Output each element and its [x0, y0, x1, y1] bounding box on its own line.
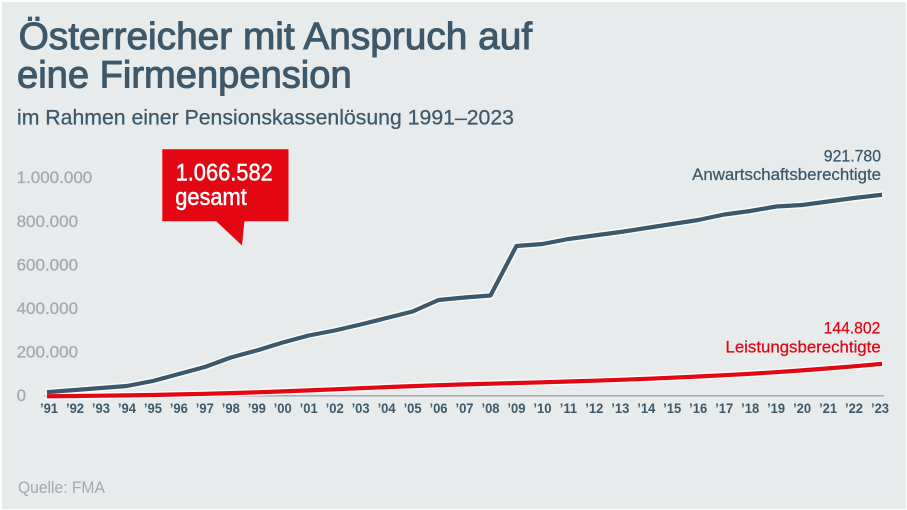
svg-text:’18: ’18: [741, 401, 759, 416]
svg-text:’07: ’07: [455, 401, 473, 416]
svg-text:’05: ’05: [404, 401, 422, 416]
svg-text:’11: ’11: [560, 401, 577, 416]
svg-text:1.066.582: 1.066.582: [176, 158, 273, 185]
svg-text:600.000: 600.000: [17, 255, 78, 274]
svg-text:’91: ’91: [40, 401, 58, 416]
svg-text:’22: ’22: [845, 401, 863, 416]
svg-text:Anwartschaftsberechtigte: Anwartschaftsberechtigte: [692, 165, 881, 184]
svg-text:200.000: 200.000: [17, 342, 78, 361]
svg-text:’14: ’14: [637, 401, 656, 416]
svg-text:’04: ’04: [378, 401, 397, 416]
svg-text:’01: ’01: [300, 401, 318, 416]
svg-text:’98: ’98: [222, 401, 240, 416]
svg-text:gesamt: gesamt: [175, 183, 247, 210]
svg-text:’19: ’19: [767, 401, 785, 416]
svg-text:’99: ’99: [248, 401, 266, 416]
svg-text:400.000: 400.000: [17, 299, 78, 318]
svg-text:’16: ’16: [689, 401, 707, 416]
svg-text:’97: ’97: [196, 401, 214, 416]
svg-text:921.780: 921.780: [824, 147, 881, 165]
svg-text:’08: ’08: [481, 401, 499, 416]
svg-text:’00: ’00: [274, 401, 292, 416]
svg-text:’94: ’94: [118, 401, 137, 416]
svg-text:’95: ’95: [144, 401, 162, 416]
svg-text:’13: ’13: [611, 401, 629, 416]
svg-text:Quelle: FMA: Quelle: FMA: [18, 479, 105, 498]
svg-text:’06: ’06: [429, 401, 447, 416]
svg-text:’96: ’96: [170, 401, 188, 416]
svg-text:Österreicher mit Anspruch auf: Österreicher mit Anspruch auf: [19, 15, 533, 58]
svg-text:144.802: 144.802: [824, 319, 881, 337]
svg-text:1.000.000: 1.000.000: [17, 168, 93, 187]
svg-text:’03: ’03: [352, 401, 370, 416]
svg-text:’92: ’92: [66, 401, 84, 416]
svg-text:’10: ’10: [533, 401, 551, 416]
svg-text:’21: ’21: [819, 401, 837, 416]
svg-text:800.000: 800.000: [17, 212, 78, 231]
svg-text:’09: ’09: [507, 401, 525, 416]
svg-text:’93: ’93: [92, 401, 110, 416]
svg-text:’02: ’02: [326, 401, 344, 416]
svg-text:eine Firmenpension: eine Firmenpension: [17, 54, 352, 96]
svg-text:0: 0: [17, 386, 26, 405]
svg-text:im Rahmen einer Pensionskassen: im Rahmen einer Pensionskassenlösung 199…: [17, 107, 514, 130]
svg-text:’17: ’17: [715, 401, 733, 416]
svg-text:’20: ’20: [793, 401, 811, 416]
svg-text:Leistungsberechtigte: Leistungsberechtigte: [725, 337, 880, 356]
svg-text:’15: ’15: [663, 401, 681, 416]
svg-text:’12: ’12: [585, 401, 603, 416]
svg-text:’23: ’23: [871, 401, 889, 416]
